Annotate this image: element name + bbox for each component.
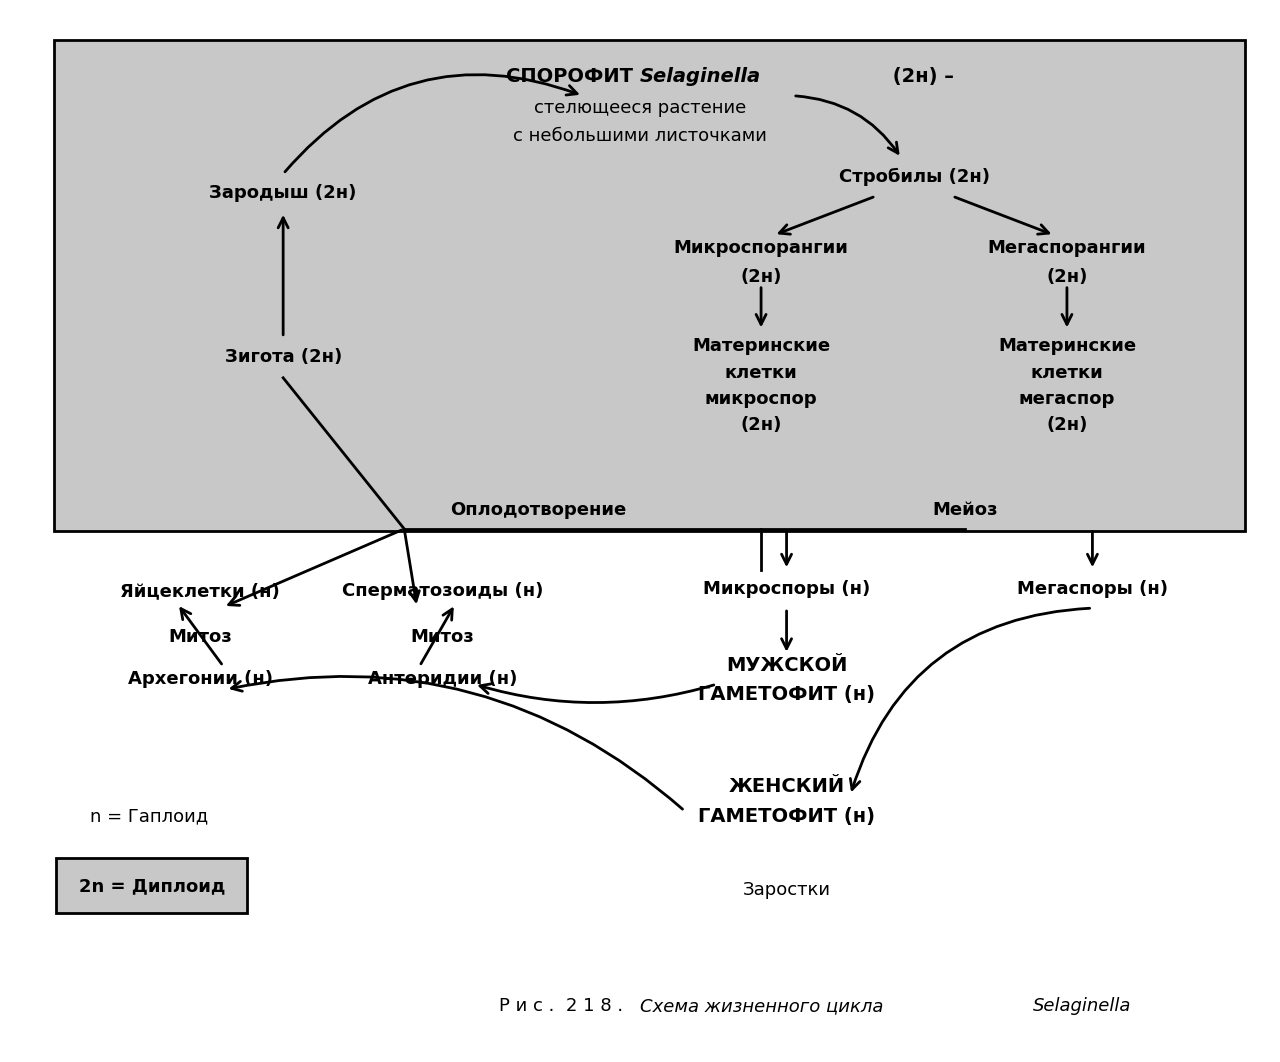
Text: клетки: клетки [1030, 363, 1103, 381]
Text: Мегаспорангии: Мегаспорангии [988, 239, 1147, 257]
Bar [56, 858, 247, 913]
Text: Selaginella: Selaginella [640, 67, 762, 86]
Text: ГАМЕТОФИТ (н): ГАМЕТОФИТ (н) [698, 685, 876, 704]
Text: мегаспор: мегаспор [1019, 390, 1115, 408]
Text: Оплодотворение: Оплодотворение [449, 501, 626, 519]
Text: с небольшими листочками: с небольшими листочками [513, 126, 767, 144]
Text: Митоз: Митоз [169, 628, 232, 646]
Text: (2н): (2н) [1046, 269, 1088, 287]
Text: Зигота (2н): Зигота (2н) [224, 347, 342, 365]
Text: Микроспоры (н): Микроспоры (н) [703, 580, 870, 598]
Text: микроспор: микроспор [705, 390, 818, 408]
Text: Схема жизненного цикла: Схема жизненного цикла [640, 997, 890, 1015]
Text: Материнские: Материнские [998, 337, 1137, 355]
Text: Зародыш (2н): Зародыш (2н) [210, 184, 357, 202]
Text: Антеридии (н): Антеридии (н) [367, 670, 517, 688]
Text: клетки: клетки [724, 363, 797, 381]
Text: Микроспорангии: Микроспорангии [673, 239, 849, 257]
Text: Стробилы (2н): Стробилы (2н) [838, 168, 989, 186]
Text: стелющееся растение: стелющееся растение [534, 100, 746, 118]
Text: Р и с .  2 1 8 .: Р и с . 2 1 8 . [499, 997, 640, 1015]
Text: Сперматозоиды (н): Сперматозоиды (н) [342, 582, 543, 600]
Text: 2n = Диплоид: 2n = Диплоид [78, 877, 225, 895]
Text: (2н) –: (2н) – [886, 67, 954, 86]
Text: Мейоз: Мейоз [932, 501, 997, 519]
Text: Яйцеклетки (н): Яйцеклетки (н) [120, 582, 280, 600]
Text: (2н): (2н) [740, 416, 782, 434]
Text: ГАМЕТОФИТ (н): ГАМЕТОФИТ (н) [698, 807, 876, 826]
Text: Заростки: Заростки [742, 881, 831, 900]
Text: (2н): (2н) [1046, 416, 1088, 434]
Text: СПОРОФИТ: СПОРОФИТ [507, 67, 640, 86]
Text: МУЖСКОЙ: МУЖСКОЙ [726, 655, 847, 674]
Text: n = Гаплоид: n = Гаплоид [90, 807, 209, 825]
Bar [54, 39, 1245, 531]
Text: Selaginella: Selaginella [1033, 997, 1132, 1015]
Text: Архегонии (н): Архегонии (н) [128, 670, 273, 688]
Text: Мегаспоры (н): Мегаспоры (н) [1016, 580, 1167, 598]
Text: (2н): (2н) [740, 269, 782, 287]
Text: Материнские: Материнские [692, 337, 831, 355]
Text: ЖЕНСКИЙ: ЖЕНСКИЙ [728, 777, 845, 796]
Text: Митоз: Митоз [411, 628, 475, 646]
